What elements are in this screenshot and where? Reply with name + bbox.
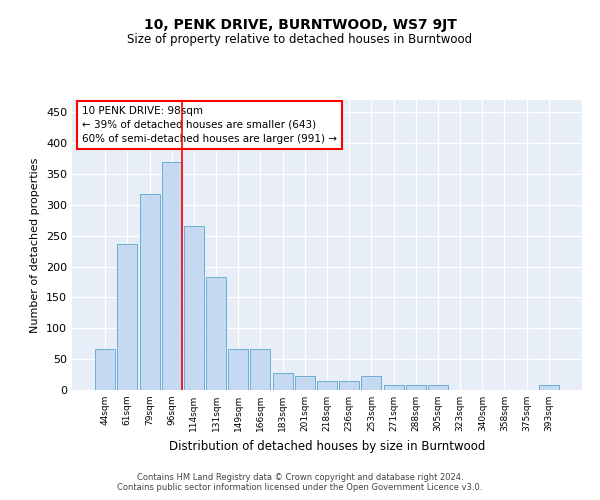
Bar (428, 385, 448, 390)
Bar (140, 194, 160, 390)
Bar (295, 376, 315, 390)
Text: Contains HM Land Registry data © Crown copyright and database right 2024.
Contai: Contains HM Land Registry data © Crown c… (118, 473, 482, 492)
Bar (317, 380, 337, 390)
Text: 10 PENK DRIVE: 98sqm
← 39% of detached houses are smaller (643)
60% of semi-deta: 10 PENK DRIVE: 98sqm ← 39% of detached h… (82, 106, 337, 144)
Bar (162, 162, 182, 390)
Y-axis label: Number of detached properties: Number of detached properties (31, 158, 40, 332)
Bar (539, 385, 559, 390)
Bar (272, 372, 293, 390)
Bar (206, 277, 226, 390)
X-axis label: Distribution of detached houses by size in Burntwood: Distribution of detached houses by size … (169, 440, 485, 452)
Bar (250, 350, 271, 390)
Bar (406, 385, 426, 390)
Bar (383, 385, 404, 390)
Bar (118, 244, 137, 390)
Bar (184, 226, 204, 390)
Text: 10, PENK DRIVE, BURNTWOOD, WS7 9JT: 10, PENK DRIVE, BURNTWOOD, WS7 9JT (143, 18, 457, 32)
Bar (361, 376, 382, 390)
Bar (228, 350, 248, 390)
Bar (95, 350, 115, 390)
Bar (339, 380, 359, 390)
Text: Size of property relative to detached houses in Burntwood: Size of property relative to detached ho… (127, 32, 473, 46)
